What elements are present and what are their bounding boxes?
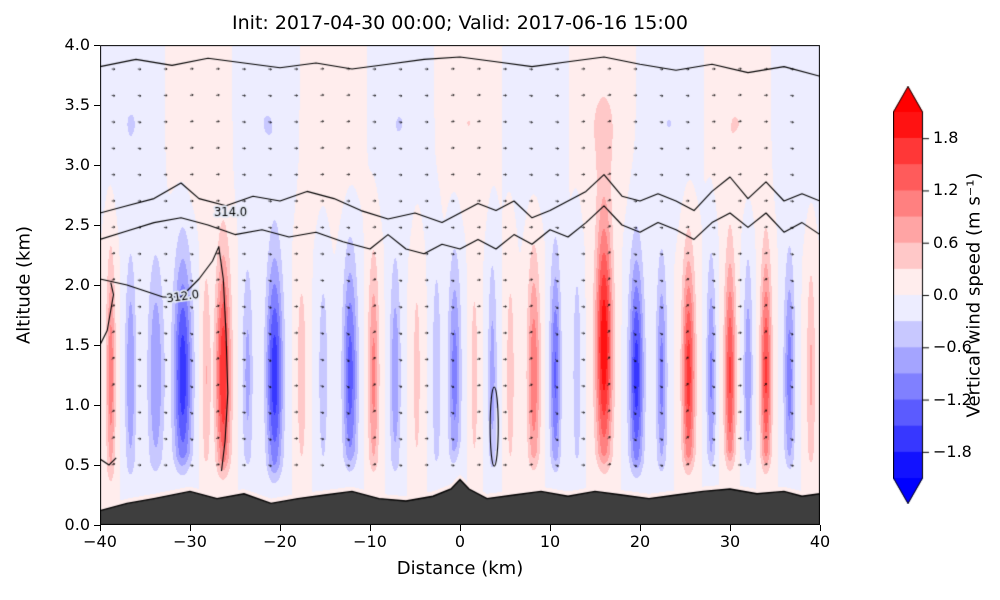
- x-tick-mark: [640, 525, 641, 531]
- y-tick-mark: [94, 105, 100, 106]
- colorbar-tick-label: 0.0: [933, 285, 959, 304]
- x-tick-mark: [190, 525, 191, 531]
- y-tick-mark: [94, 225, 100, 226]
- wind-contour-plot-canvas: [100, 45, 820, 525]
- y-tick-label: 3.5: [64, 95, 90, 114]
- colorbar-tick-label: −0.6: [933, 337, 972, 357]
- x-tick-mark: [820, 525, 821, 531]
- colorbar-tick-label: 1.8: [933, 128, 959, 148]
- x-tick-label: −10: [353, 532, 387, 551]
- x-tick-mark: [730, 525, 731, 531]
- x-tick-label: −40: [83, 532, 117, 551]
- colorbar-tick-label: 1.2: [933, 180, 959, 200]
- x-tick-label: −20: [263, 532, 297, 551]
- x-tick-mark: [550, 525, 551, 531]
- x-axis-label: Distance (km): [396, 558, 524, 579]
- colorbar: [893, 86, 931, 504]
- y-tick-label: 0.0: [64, 515, 90, 534]
- y-tick-mark: [94, 165, 100, 166]
- y-tick-mark: [94, 45, 100, 46]
- y-tick-mark: [94, 465, 100, 466]
- y-tick-mark: [94, 345, 100, 346]
- x-tick-label: 20: [629, 532, 651, 551]
- y-tick-mark: [94, 405, 100, 406]
- y-tick-mark: [94, 525, 100, 526]
- x-tick-mark: [280, 525, 281, 531]
- x-tick-mark: [370, 525, 371, 531]
- x-tick-mark: [460, 525, 461, 531]
- x-tick-mark: [100, 525, 101, 531]
- x-tick-label: −30: [173, 532, 207, 551]
- colorbar-tick-label: −1.2: [933, 389, 972, 409]
- y-axis-label: Altitude (km): [13, 225, 35, 345]
- plot-title: Init: 2017-04-30 00:00; Valid: 2017-06-1…: [232, 12, 688, 34]
- x-tick-label: 30: [719, 532, 741, 551]
- y-tick-label: 1.0: [64, 395, 90, 414]
- y-tick-label: 4.0: [64, 35, 90, 54]
- x-tick-label: 0: [454, 532, 466, 551]
- y-tick-mark: [94, 285, 100, 286]
- y-tick-label: 1.5: [64, 335, 90, 354]
- y-tick-label: 0.5: [64, 455, 90, 474]
- colorbar-tick-label: 0.6: [933, 232, 959, 252]
- colorbar-tick-label: −1.8: [933, 441, 972, 461]
- y-tick-label: 3.0: [64, 155, 90, 174]
- y-tick-label: 2.0: [64, 275, 90, 294]
- x-tick-label: 40: [809, 532, 831, 551]
- x-tick-label: 10: [539, 532, 561, 551]
- y-tick-label: 2.5: [64, 215, 90, 234]
